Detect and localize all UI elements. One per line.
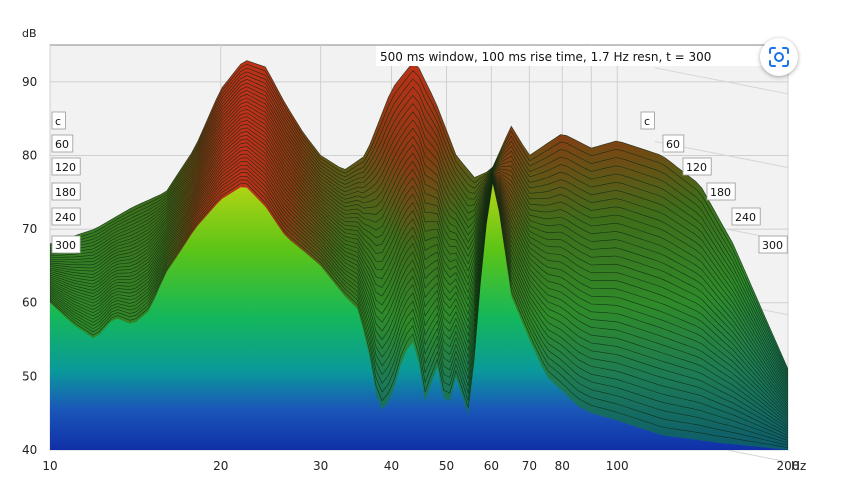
title-box <box>376 46 786 66</box>
x-unit-label: Hz <box>791 459 806 473</box>
time-label-box <box>640 111 655 130</box>
time-label: 60 <box>666 138 680 151</box>
time-label-box <box>731 207 761 226</box>
y-tick-label: 60 <box>22 296 37 310</box>
time-label: c <box>644 115 650 128</box>
x-tick-label: 80 <box>555 459 570 473</box>
time-label-box <box>51 235 81 254</box>
y-tick-label: 50 <box>22 369 37 383</box>
x-tick-label: 100 <box>606 459 629 473</box>
time-label: c <box>55 115 61 128</box>
time-label: 240 <box>55 211 76 224</box>
y-tick-labels: 40 50 60 70 80 90 <box>22 75 37 457</box>
time-label: 300 <box>55 239 76 252</box>
y-tick-label: 80 <box>22 148 37 162</box>
chart-title: 500 ms window, 100 ms rise time, 1.7 Hz … <box>380 50 711 64</box>
lens-button[interactable] <box>760 38 798 76</box>
y-tick-label: 90 <box>22 75 37 89</box>
perspective-line <box>654 67 789 95</box>
time-label: 180 <box>710 186 731 199</box>
waterfall-slices <box>50 60 788 450</box>
x-tick-label: 200 <box>777 459 800 473</box>
time-label-box <box>51 134 74 153</box>
time-label-box <box>706 182 736 201</box>
time-label: 120 <box>55 161 76 174</box>
x-tick-label: 60 <box>484 459 499 473</box>
x-tick-label: 40 <box>384 459 399 473</box>
front-slice-t0 <box>50 183 788 450</box>
x-tick-label: 70 <box>522 459 537 473</box>
time-label: 60 <box>55 138 69 151</box>
time-label-box <box>662 134 685 153</box>
time-label-box <box>682 157 712 176</box>
time-label-box <box>51 182 81 201</box>
y-tick-label: 40 <box>22 443 37 457</box>
time-label-box <box>51 207 81 226</box>
x-tick-label: 20 <box>213 459 228 473</box>
y-tick-label: 70 <box>22 222 37 236</box>
time-label-box <box>51 157 81 176</box>
x-tick-label: 50 <box>439 459 454 473</box>
x-tick-labels: 10 20 30 40 50 60 70 80 100 200 <box>42 459 799 473</box>
y-axis-label: dB <box>22 27 37 40</box>
time-label: 180 <box>55 186 76 199</box>
time-label: 300 <box>762 239 783 252</box>
x-tick-label: 10 <box>42 459 57 473</box>
time-label-box <box>51 111 66 130</box>
x-tick-label: 30 <box>313 459 328 473</box>
time-label: 120 <box>686 161 707 174</box>
time-label-box <box>758 235 788 254</box>
google-lens-icon <box>769 47 789 67</box>
time-label: 240 <box>735 211 756 224</box>
